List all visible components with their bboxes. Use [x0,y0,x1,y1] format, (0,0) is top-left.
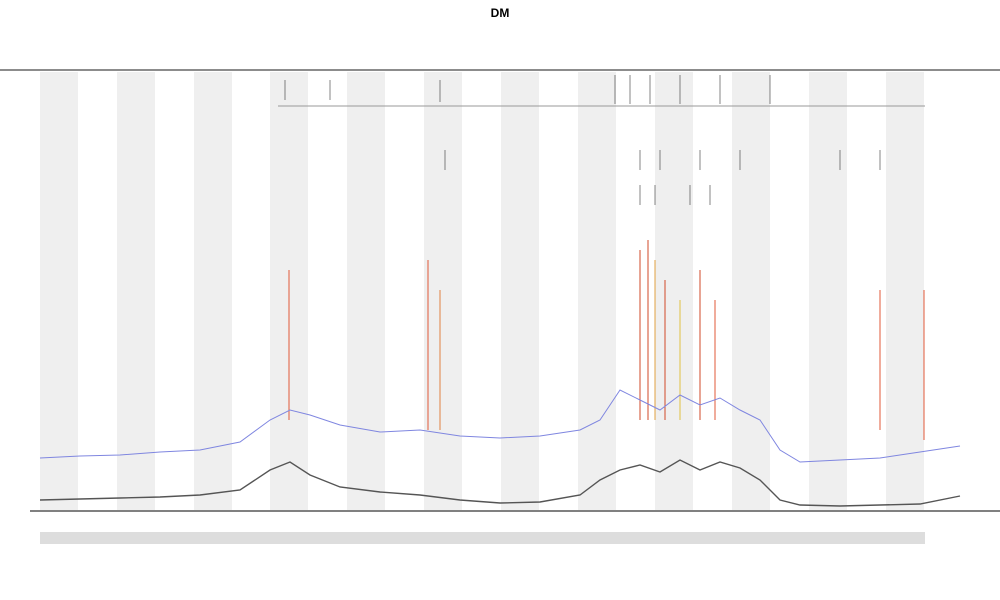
alternating-bands [40,72,924,510]
gray-trace [39,459,961,507]
plot-title: DM [491,6,510,20]
tick-label-strip [40,532,925,544]
blue-trace [39,389,961,463]
annotation-ticks [284,75,881,205]
